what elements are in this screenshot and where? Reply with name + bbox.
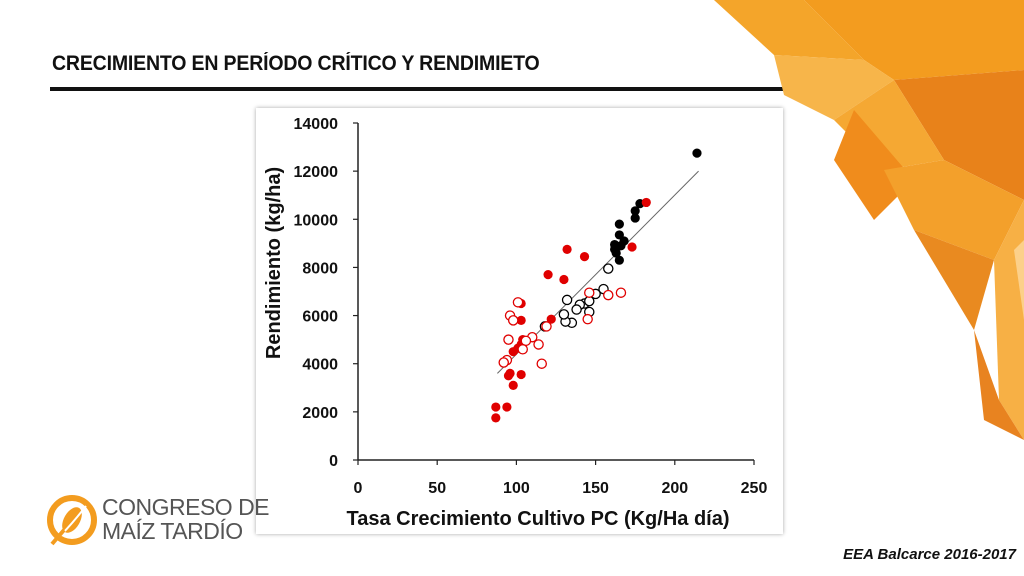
data-point-filled [627,242,637,252]
y-tick-label: 0 [329,453,338,470]
scatter-chart: 0 50 100 150 200 250 0 2000 4000 6000 8000 10000 120… [263,116,768,530]
data-point-filled [692,148,702,158]
y-tick-label: 12000 [294,164,339,181]
data-point-open [571,304,582,315]
data-point-filled [630,206,640,216]
data-point-filled [503,371,514,381]
y-tick-label: 4000 [302,357,338,374]
data-point-open [603,263,614,274]
y-tick-label: 8000 [302,260,338,277]
x-tick-label: 200 [661,480,688,497]
logo-text-line2: MAÍZ TARDÍO [102,518,243,544]
data-point-filled [579,251,590,262]
data-point-open [603,289,614,301]
page-title: CRECIMIENTO EN PERÍODO CRÍTICO Y RENDIMI… [52,52,540,75]
congreso-logo: CONGRESO DE MAÍZ TARDÍO [46,490,270,552]
y-tick-label: 10000 [294,212,339,229]
decorative-orange-shapes [714,0,1024,440]
y-tick-label: 14000 [294,116,339,133]
data-point-open [582,313,593,325]
data-point-filled [616,241,626,251]
data-point-open [615,287,627,298]
data-point-filled [516,369,526,380]
corn-logo-icon [47,495,97,546]
footer-source: EEA Balcarce 2016-2017 [843,546,1016,563]
data-point-filled [491,402,501,412]
data-point-filled [502,402,512,412]
title-divider [50,87,870,91]
data-point-filled [614,255,624,265]
y-tick-label: 2000 [302,405,338,422]
data-point-open [558,309,570,320]
logo-text-line1: CONGRESO DE [102,494,270,520]
data-point-filled [630,213,640,223]
x-tick-label: 250 [741,480,768,497]
data-point-filled [559,274,569,285]
data-point-open [507,315,519,326]
data-point-filled [546,314,556,324]
x-tick-label: 100 [503,480,530,497]
data-point-open [584,287,595,298]
chart-panel: 0 50 100 150 200 250 0 2000 4000 6000 8000 10000 120… [256,108,783,534]
data-point-filled [508,347,518,357]
x-axis-label: Tasa Crecimiento Cultivo PC (Kg/Ha día) [346,508,729,530]
data-point-filled [543,270,553,280]
data-point-open [541,321,552,332]
y-axis-label: Rendimiento (kg/ha) [263,167,285,359]
data-point-filled [641,197,651,208]
data-point-filled [516,315,526,325]
x-tick-label: 50 [428,480,446,497]
data-point-open [512,297,524,308]
x-tick-label: 0 [354,480,363,497]
data-point-filled [508,380,518,390]
data-point-open [561,294,573,306]
data-point-open [533,339,544,350]
data-point-filled [614,219,624,229]
data-point-filled [491,413,501,423]
data-point-open [503,334,514,345]
data-point-filled [562,244,572,254]
x-tick-label: 150 [582,480,609,497]
data-point-open [536,358,547,369]
data-point-open [517,344,528,355]
y-tick-label: 6000 [302,309,338,326]
data-point-filled [614,230,624,240]
data-point-open [498,357,509,368]
